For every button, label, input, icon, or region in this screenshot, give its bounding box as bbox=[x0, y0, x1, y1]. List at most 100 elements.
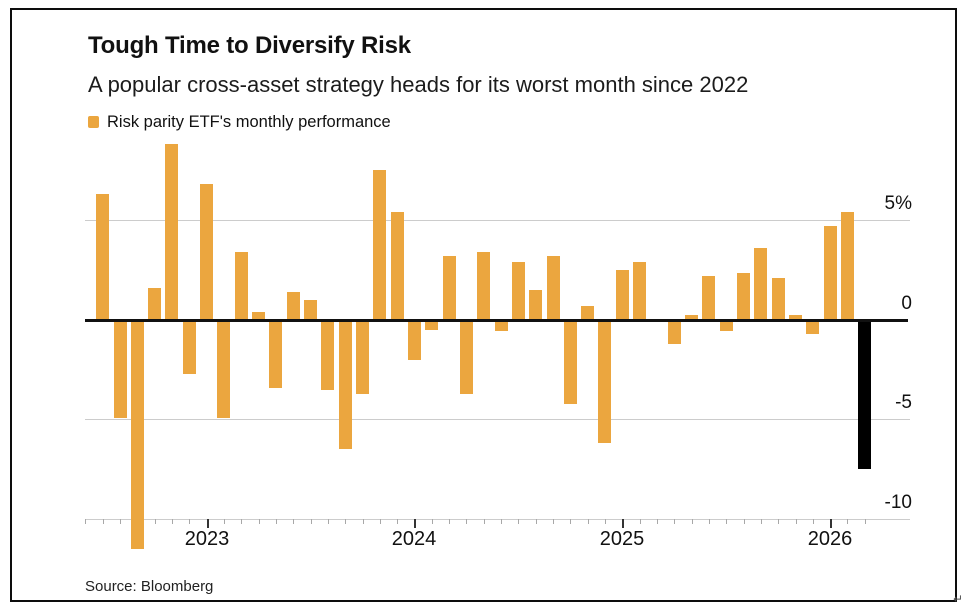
bar-feb-2025 bbox=[633, 262, 646, 320]
bar-nov-2022 bbox=[165, 144, 178, 319]
bar-jan-2025 bbox=[616, 270, 629, 320]
legend-swatch-icon bbox=[88, 116, 99, 128]
x-axis-label-2024: 2024 bbox=[391, 528, 437, 550]
bar-jun-2023 bbox=[287, 292, 300, 320]
bar-oct-2023 bbox=[356, 320, 369, 394]
gridline--10 bbox=[85, 519, 910, 520]
highlight-bar-mar-2026 bbox=[858, 320, 871, 469]
x-axis-month-tick bbox=[640, 519, 641, 524]
chart-title: Tough Time to Diversify Risk bbox=[88, 32, 411, 59]
x-axis-label-2025: 2025 bbox=[599, 528, 645, 550]
x-axis-month-tick bbox=[293, 519, 294, 524]
gridline--5 bbox=[85, 419, 910, 420]
x-axis-month-tick bbox=[345, 519, 346, 524]
bar-dec-2025 bbox=[806, 320, 819, 334]
bar-aug-2022 bbox=[114, 320, 127, 418]
bar-may-2024 bbox=[477, 252, 490, 320]
gridline-5 bbox=[85, 220, 910, 221]
bar-jul-2023 bbox=[304, 300, 317, 320]
x-axis-month-tick bbox=[259, 519, 260, 524]
bar-apr-2024 bbox=[460, 320, 473, 394]
legend: Risk parity ETF's monthly performance bbox=[88, 113, 391, 131]
x-axis-month-tick bbox=[536, 519, 537, 524]
x-axis-year-tick bbox=[622, 519, 624, 528]
x-axis-month-tick bbox=[172, 519, 173, 524]
bar-jun-2024 bbox=[495, 320, 508, 331]
y-axis-label-0: 0 bbox=[901, 293, 912, 314]
x-axis-month-tick bbox=[778, 519, 779, 524]
x-axis-month-tick bbox=[553, 519, 554, 524]
bar-jan-2026 bbox=[824, 226, 837, 320]
bar-nov-2023 bbox=[373, 170, 386, 319]
x-axis-month-tick bbox=[605, 519, 606, 524]
bar-aug-2024 bbox=[529, 290, 542, 320]
bar-feb-2024 bbox=[425, 320, 438, 330]
x-axis-month-tick bbox=[484, 519, 485, 524]
bar-feb-2023 bbox=[217, 320, 230, 418]
bar-oct-2025 bbox=[772, 278, 785, 320]
x-axis-month-tick bbox=[588, 519, 589, 524]
x-axis-month-tick bbox=[120, 519, 121, 524]
x-axis-month-tick bbox=[397, 519, 398, 524]
x-axis-month-tick bbox=[363, 519, 364, 524]
x-axis-month-tick bbox=[189, 519, 190, 524]
x-axis-month-tick bbox=[796, 519, 797, 524]
x-axis-month-tick bbox=[311, 519, 312, 524]
bar-jan-2024 bbox=[408, 320, 421, 360]
source-credit: Source: Bloomberg bbox=[85, 578, 214, 595]
x-axis-month-tick bbox=[657, 519, 658, 524]
bar-nov-2025 bbox=[789, 315, 802, 320]
bar-sep-2022 bbox=[131, 320, 144, 549]
corner-return-arrow-icon: ↵ bbox=[953, 592, 964, 606]
bar-oct-2022 bbox=[148, 288, 161, 320]
bar-aug-2025 bbox=[737, 273, 750, 320]
x-axis-month-tick bbox=[328, 519, 329, 524]
x-axis-year-tick bbox=[414, 519, 416, 528]
x-axis-month-tick bbox=[726, 519, 727, 524]
x-axis-month-tick bbox=[865, 519, 866, 524]
legend-label: Risk parity ETF's monthly performance bbox=[107, 112, 391, 131]
x-axis-month-tick bbox=[466, 519, 467, 524]
bar-dec-2023 bbox=[391, 212, 404, 319]
bar-sep-2023 bbox=[339, 320, 352, 449]
bar-feb-2026 bbox=[841, 212, 854, 319]
x-axis-month-tick bbox=[570, 519, 571, 524]
x-axis-month-tick bbox=[674, 519, 675, 524]
bar-apr-2025 bbox=[668, 320, 681, 344]
x-axis-month-tick bbox=[432, 519, 433, 524]
bar-aug-2023 bbox=[321, 320, 334, 390]
x-axis-year-tick bbox=[207, 519, 209, 528]
bar-dec-2024 bbox=[598, 320, 611, 443]
chart-subtitle: A popular cross-asset strategy heads for… bbox=[88, 72, 749, 97]
bar-jul-2022 bbox=[96, 194, 109, 319]
x-axis-month-tick bbox=[85, 519, 86, 524]
bar-may-2023 bbox=[269, 320, 282, 388]
bar-jan-2023 bbox=[200, 184, 213, 319]
x-axis-label-2023: 2023 bbox=[184, 528, 230, 550]
bar-sep-2025 bbox=[754, 248, 767, 320]
x-axis-label-2026: 2026 bbox=[807, 528, 853, 550]
bar-dec-2022 bbox=[183, 320, 196, 374]
x-axis-month-tick bbox=[692, 519, 693, 524]
x-axis-month-tick bbox=[709, 519, 710, 524]
zero-baseline bbox=[85, 319, 908, 322]
x-axis-month-tick bbox=[813, 519, 814, 524]
x-axis-month-tick bbox=[449, 519, 450, 524]
bar-jul-2025 bbox=[720, 320, 733, 331]
x-axis-month-tick bbox=[744, 519, 745, 524]
x-axis-month-tick bbox=[276, 519, 277, 524]
bar-sep-2024 bbox=[547, 256, 560, 320]
x-axis-month-tick bbox=[501, 519, 502, 524]
x-axis-month-tick bbox=[103, 519, 104, 524]
x-axis-year-tick bbox=[830, 519, 832, 528]
bar-nov-2024 bbox=[581, 306, 594, 320]
y-axis-label-5: 5% bbox=[884, 193, 912, 214]
bar-mar-2024 bbox=[443, 256, 456, 320]
y-axis-label--10: -10 bbox=[884, 492, 912, 513]
x-axis-month-tick bbox=[518, 519, 519, 524]
x-axis-month-tick bbox=[241, 519, 242, 524]
bar-oct-2024 bbox=[564, 320, 577, 404]
x-axis-month-tick bbox=[380, 519, 381, 524]
x-axis-month-tick bbox=[224, 519, 225, 524]
